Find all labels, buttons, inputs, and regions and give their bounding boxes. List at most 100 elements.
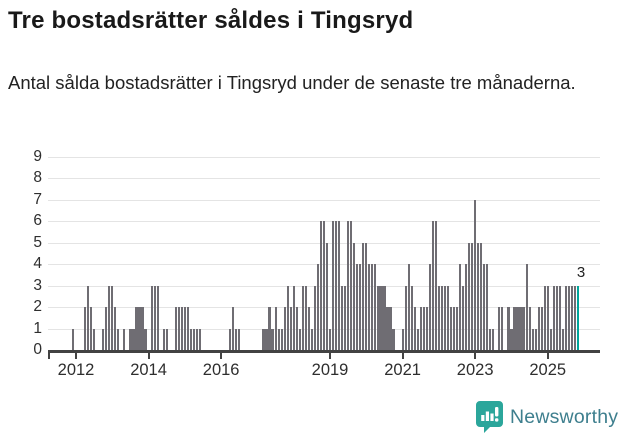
bar bbox=[165, 328, 168, 350]
gridline bbox=[48, 199, 600, 201]
x-tick-label: 2025 bbox=[529, 361, 567, 379]
bar bbox=[313, 285, 316, 350]
newsworthy-wordmark: Newsworthy bbox=[510, 405, 619, 428]
bar bbox=[419, 307, 422, 350]
bar bbox=[235, 328, 238, 350]
x-tick-label: 2023 bbox=[456, 361, 494, 379]
bar bbox=[440, 285, 443, 350]
x-tick-label: 2016 bbox=[202, 361, 240, 379]
axis-tick bbox=[329, 353, 332, 359]
bar bbox=[117, 328, 120, 350]
bar bbox=[374, 264, 377, 350]
y-tick-label: 5 bbox=[33, 233, 42, 251]
x-tick-label: 2019 bbox=[311, 361, 349, 379]
bar bbox=[555, 285, 558, 350]
bar bbox=[365, 242, 368, 350]
bar bbox=[262, 328, 265, 350]
bar bbox=[198, 328, 202, 350]
bar bbox=[480, 242, 483, 350]
bar bbox=[380, 285, 383, 350]
axis-tick bbox=[220, 353, 223, 359]
bar bbox=[301, 285, 304, 350]
bar bbox=[186, 307, 189, 350]
bar bbox=[274, 307, 277, 350]
bar bbox=[510, 328, 513, 350]
bar bbox=[404, 285, 407, 350]
bar bbox=[283, 307, 286, 350]
bar bbox=[310, 328, 313, 350]
x-tick-label: 2012 bbox=[57, 361, 95, 379]
gridline bbox=[48, 178, 600, 180]
bar bbox=[537, 307, 540, 350]
bar bbox=[558, 285, 561, 350]
y-tick-label: 2 bbox=[33, 298, 42, 316]
bar bbox=[177, 307, 180, 350]
bar bbox=[174, 307, 177, 350]
bar bbox=[513, 307, 516, 350]
bar bbox=[422, 307, 425, 350]
y-tick-label: 8 bbox=[33, 169, 42, 187]
bar bbox=[540, 307, 543, 350]
highlighted-bar bbox=[576, 285, 580, 350]
bar bbox=[344, 285, 347, 350]
bar bbox=[105, 307, 108, 350]
x-tick-label: 2021 bbox=[384, 361, 421, 379]
bar bbox=[280, 328, 283, 350]
bar bbox=[331, 221, 335, 350]
bar bbox=[271, 328, 274, 350]
bar bbox=[549, 328, 552, 350]
newsworthy-logo[interactable]: Newsworthy bbox=[476, 401, 618, 433]
bar bbox=[189, 328, 193, 350]
bar bbox=[507, 307, 510, 350]
bar bbox=[268, 307, 271, 350]
bar bbox=[534, 328, 537, 350]
x-tick-label: 2014 bbox=[130, 361, 167, 379]
bar bbox=[425, 307, 428, 350]
gridline bbox=[48, 157, 600, 158]
bar bbox=[455, 307, 459, 350]
y-tick-label: 9 bbox=[33, 148, 42, 165]
chart-subtitle: Antal sålda bostadsrätter i Tingsryd und… bbox=[8, 72, 576, 93]
chart-title: Tre bostadsrätter såldes i Tingsryd bbox=[8, 7, 414, 34]
bar bbox=[319, 221, 323, 350]
bar bbox=[350, 221, 353, 350]
bar bbox=[492, 328, 495, 350]
bar bbox=[452, 307, 456, 350]
bar bbox=[347, 221, 350, 350]
bar bbox=[434, 221, 437, 350]
bar bbox=[298, 328, 301, 350]
bar bbox=[407, 264, 410, 350]
bar bbox=[437, 285, 440, 350]
bar bbox=[114, 307, 117, 350]
bar bbox=[304, 285, 307, 350]
bar bbox=[471, 242, 474, 350]
bar bbox=[338, 221, 341, 350]
bar bbox=[461, 285, 465, 350]
bar bbox=[90, 307, 93, 350]
bar bbox=[528, 307, 531, 350]
bar bbox=[156, 285, 159, 350]
bar bbox=[567, 285, 571, 350]
bar bbox=[162, 328, 165, 350]
bar bbox=[356, 264, 359, 350]
bar bbox=[465, 264, 468, 350]
bar bbox=[516, 307, 519, 350]
bar bbox=[570, 285, 574, 350]
bar bbox=[150, 285, 153, 350]
bar bbox=[498, 307, 501, 350]
newsworthy-icon bbox=[476, 401, 503, 433]
bar bbox=[289, 307, 292, 350]
bar bbox=[83, 307, 87, 350]
bar bbox=[307, 307, 310, 350]
bar bbox=[141, 307, 144, 350]
bar bbox=[108, 285, 111, 350]
axis-tick bbox=[147, 353, 150, 359]
bar bbox=[71, 328, 75, 350]
bar bbox=[573, 285, 577, 350]
bar bbox=[238, 328, 241, 350]
bar bbox=[359, 264, 362, 350]
bar bbox=[328, 328, 332, 350]
bar bbox=[543, 285, 546, 350]
